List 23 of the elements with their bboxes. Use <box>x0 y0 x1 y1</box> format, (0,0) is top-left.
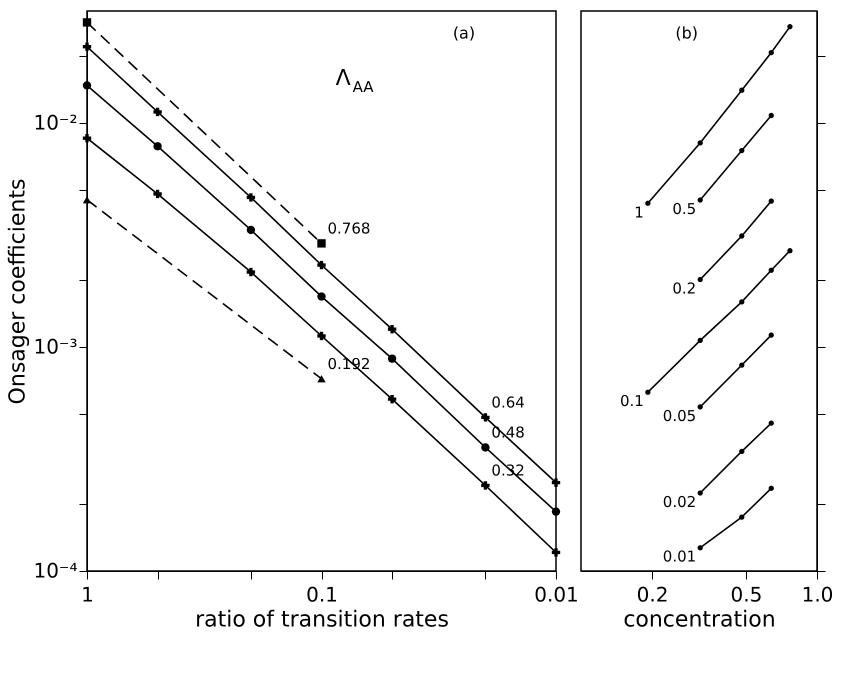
x-tick-label: 1 <box>81 582 94 606</box>
x-tick-label: 0.2 <box>636 582 668 606</box>
series-label: 0.05 <box>662 406 696 425</box>
x-axis-title: ratio of transition rates <box>195 608 449 632</box>
x-tick-label: 0.01 <box>534 582 579 606</box>
x-tick-label: 0.5 <box>730 582 762 606</box>
x-tick-label: 1.0 <box>802 582 834 606</box>
y-tick-label: 10⁻² <box>33 110 78 134</box>
x-tick-label: 0.1 <box>306 582 338 606</box>
series-label: 0.768 <box>328 219 370 238</box>
y-axis-title: Onsager coefficients <box>5 178 30 404</box>
annotation: (a) <box>452 23 476 42</box>
series-label: 0.64 <box>491 393 525 412</box>
series-label: 0.02 <box>662 492 696 511</box>
series-label: 0.2 <box>672 280 696 298</box>
series-label: 0.1 <box>620 392 644 410</box>
y-tick-label: 10⁻³ <box>33 334 78 358</box>
series-label: 0.01 <box>662 548 696 566</box>
series-label: 1 <box>634 203 644 222</box>
series-label: 0.5 <box>672 200 696 218</box>
x-axis-title: concentration <box>623 608 776 632</box>
annotation: (b) <box>675 23 698 42</box>
y-tick-label: 10⁻⁴ <box>33 558 78 582</box>
